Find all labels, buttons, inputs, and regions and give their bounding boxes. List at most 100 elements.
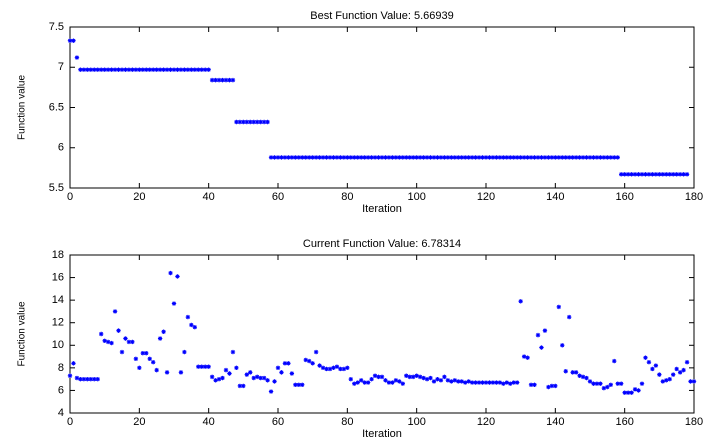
point <box>130 67 135 72</box>
point <box>449 155 454 160</box>
point <box>445 155 451 160</box>
point <box>196 67 201 72</box>
x-tick-label: 160 <box>615 191 633 203</box>
point <box>161 329 166 334</box>
x-axis-label: Iteration <box>362 428 402 440</box>
point <box>490 380 496 385</box>
point <box>126 339 132 345</box>
point <box>397 155 402 160</box>
point <box>463 380 468 385</box>
point <box>674 366 679 372</box>
point <box>584 155 589 160</box>
point <box>397 379 402 384</box>
point <box>133 67 139 72</box>
point <box>643 172 648 177</box>
point <box>435 376 440 382</box>
point <box>487 380 492 385</box>
point <box>424 376 430 382</box>
point <box>671 172 676 177</box>
x-tick-label: 100 <box>407 191 425 203</box>
point <box>227 77 232 83</box>
point <box>216 376 222 382</box>
point <box>393 378 399 383</box>
point <box>393 155 399 160</box>
point <box>230 349 236 355</box>
point <box>615 381 620 386</box>
point <box>241 383 246 389</box>
point <box>688 379 693 384</box>
y-tick-label: 7 <box>58 61 64 73</box>
point <box>168 67 173 72</box>
point <box>234 365 239 371</box>
point <box>359 378 364 383</box>
point <box>657 372 662 377</box>
point <box>681 172 686 177</box>
point <box>629 172 634 177</box>
point <box>612 155 617 160</box>
point <box>400 381 405 386</box>
point <box>442 374 447 380</box>
point <box>421 155 426 160</box>
point <box>244 119 249 125</box>
x-tick-label: 180 <box>685 191 703 203</box>
point <box>261 375 267 381</box>
point <box>352 155 357 160</box>
y-tick-label: 18 <box>52 249 64 261</box>
point <box>293 155 298 160</box>
point <box>411 155 416 160</box>
point <box>345 155 350 160</box>
point <box>560 343 565 348</box>
point <box>95 376 100 382</box>
point <box>515 380 520 385</box>
point <box>404 373 409 378</box>
point <box>199 67 204 72</box>
point <box>216 77 222 83</box>
point <box>549 155 555 160</box>
point <box>417 155 423 160</box>
point <box>469 380 475 385</box>
x-tick-label: 40 <box>203 416 215 428</box>
point <box>206 364 211 369</box>
point <box>78 67 83 72</box>
point <box>105 339 111 345</box>
y-tick-label: 16 <box>52 271 64 283</box>
point <box>379 374 385 380</box>
point <box>320 365 326 371</box>
point <box>525 355 530 360</box>
point <box>605 155 610 160</box>
point <box>151 360 156 365</box>
x-tick-label: 100 <box>407 416 425 428</box>
point <box>175 67 180 72</box>
point <box>317 155 322 160</box>
point <box>594 381 600 386</box>
point <box>619 172 624 177</box>
point <box>324 366 329 372</box>
point <box>307 155 312 160</box>
point <box>473 155 478 160</box>
point <box>615 155 620 160</box>
point <box>265 119 270 125</box>
point <box>209 77 215 83</box>
point <box>279 370 284 375</box>
point <box>369 376 374 382</box>
point <box>573 370 579 375</box>
point <box>341 155 347 160</box>
point <box>289 155 295 160</box>
point <box>598 381 603 386</box>
point <box>372 155 378 160</box>
point <box>74 55 80 60</box>
point <box>549 383 555 389</box>
point <box>133 356 139 362</box>
point <box>417 374 423 380</box>
point <box>67 38 73 43</box>
point <box>428 375 433 381</box>
point <box>123 67 128 72</box>
axes-box <box>69 254 695 414</box>
point <box>324 155 329 160</box>
point <box>681 367 686 373</box>
y-tick-label: 4 <box>58 407 64 419</box>
point <box>307 358 312 364</box>
point <box>570 155 575 160</box>
point <box>189 67 194 72</box>
point <box>161 67 166 72</box>
